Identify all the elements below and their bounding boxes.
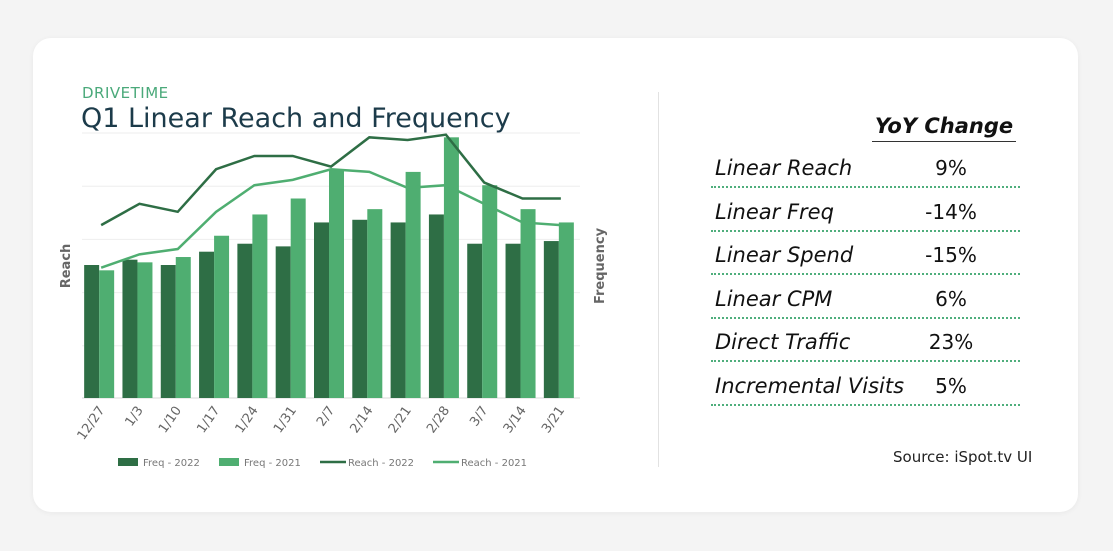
yoy-metric-value: 23% [928, 330, 974, 354]
x-tick-label: 3/14 [501, 404, 530, 437]
x-tick-label: 3/7 [467, 404, 491, 430]
y-axis-title: Reach [59, 244, 74, 289]
yoy-metric-value: 9% [935, 156, 967, 180]
yoy-metric-value: -15% [925, 243, 977, 267]
bar-freq-2022 [543, 241, 559, 398]
bar-freq-2021 [520, 209, 536, 398]
yoy-row: Linear Reach 9% [711, 143, 1020, 188]
bar-freq-2021 [290, 198, 306, 398]
bar-freq-2022 [275, 246, 291, 398]
bar-freq-2021 [443, 137, 459, 398]
bar-freq-2021 [137, 262, 153, 398]
yoy-metric-value: 6% [935, 286, 967, 311]
yoy-row: Linear Freq -14% [711, 187, 1020, 232]
x-tick-label: 1/31 [271, 404, 300, 437]
bar-freq-2021 [367, 209, 383, 398]
bar-freq-2021 [329, 169, 344, 398]
bar-freq-2022 [352, 219, 368, 398]
panel-divider [658, 92, 659, 467]
reach-frequency-chart: 12/27 1/3 1/10 1/17 1/24 1/31 2/7 2/14 2/21 2/28 3… [59, 132, 608, 469]
legend-label: Freq - 2022 [143, 458, 200, 469]
x-tick-label: 3/21 [539, 404, 568, 437]
legend-label: Freq - 2021 [244, 458, 301, 469]
yoy-metric-label: Direct Traffic [715, 330, 851, 354]
bar-freq-2021 [99, 270, 115, 398]
bar-freq-2022 [160, 265, 176, 398]
bar-freq-2022 [428, 214, 444, 398]
yoy-metric-label: Linear CPM [715, 286, 833, 311]
y2-axis-title: Frequency [593, 227, 608, 304]
yoy-metric-label: Linear Reach [715, 156, 853, 180]
bar-freq-2022 [84, 265, 100, 398]
bar-freq-2021 [482, 185, 498, 398]
yoy-row: Incremental Visits 5% [711, 361, 1020, 406]
x-tick-label: 1/17 [194, 404, 223, 437]
bar-freq-2021 [558, 222, 574, 398]
yoy-metric-value: 5% [935, 373, 967, 398]
x-tick-label: 2/21 [386, 404, 415, 437]
yoy-metric-label: Linear Freq [715, 199, 834, 224]
bar-freq-2021 [175, 257, 191, 398]
bar-freq-2021 [252, 214, 268, 398]
bar-freq-2021 [214, 235, 230, 398]
bar-freq-2022 [314, 222, 329, 398]
bar-freq-2022 [237, 243, 253, 398]
line-reach-2022 [100, 133, 561, 227]
bar-freq-2022 [467, 243, 483, 398]
line-reach-2021 [100, 167, 561, 269]
yoy-metric-label: Linear Spend [715, 243, 854, 267]
legend-swatch [118, 458, 138, 466]
legend-label: Reach - 2022 [348, 458, 414, 469]
bar-freq-2021 [405, 171, 421, 398]
x-tick-label: 1/10 [156, 404, 185, 437]
yoy-metric-value: -14% [925, 199, 977, 224]
legend-label: Reach - 2021 [461, 458, 527, 469]
x-tick-label: 2/7 [314, 404, 338, 430]
yoy-row: Linear Spend -15% [711, 230, 1020, 275]
chart-title: Q1 Linear Reach and Frequency [81, 103, 511, 134]
x-tick-label: 1/3 [122, 404, 146, 430]
bar-freq-2022 [505, 243, 521, 398]
x-tick-label: 2/28 [424, 404, 453, 437]
bar-freq-2022 [122, 259, 138, 398]
yoy-row: Linear CPM 6% [711, 274, 1020, 319]
eyebrow-label: DRIVETIME [82, 84, 169, 102]
yoy-metric-label: Incremental Visits [715, 373, 905, 398]
yoy-change-header: YoY Change [872, 114, 1016, 142]
bar-freq-2022 [199, 251, 215, 398]
legend-swatch [219, 458, 239, 466]
source-note: Source: iSpot.tv UI [893, 448, 1033, 466]
x-tick-label: 1/24 [233, 404, 262, 437]
yoy-row: Direct Traffic 23% [711, 317, 1020, 362]
bar-freq-2022 [390, 222, 406, 398]
x-tick-label: 2/14 [348, 404, 377, 437]
x-tick-label: 12/27 [75, 404, 109, 443]
